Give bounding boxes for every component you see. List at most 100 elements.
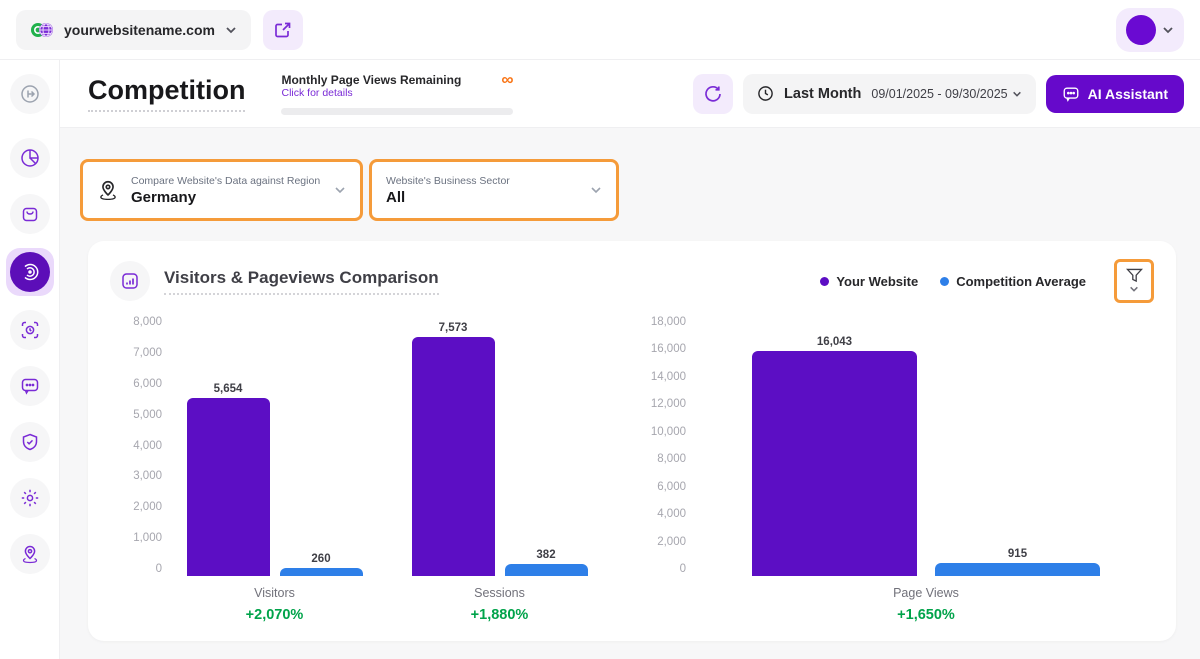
legend-item-your-website[interactable]: Your Website	[820, 274, 918, 289]
sector-filter-dropdown[interactable]: Website's Business Sector All	[369, 159, 619, 221]
clock-icon	[758, 86, 773, 101]
topbar: yourwebsitename.com	[0, 0, 1200, 60]
category-sessions: 7,573 382 Sessions +1,880%	[387, 322, 612, 623]
comparison-card: Visitors & Pageviews Comparison Your Web…	[88, 241, 1176, 641]
axis-tick: 12,000	[650, 398, 686, 411]
external-link-icon	[275, 22, 291, 37]
chat-bubble-icon	[21, 378, 38, 395]
axis-tick: 7,000	[133, 346, 162, 359]
page-header: Competition Monthly Page Views Remaining…	[60, 60, 1200, 128]
refresh-icon	[705, 85, 721, 102]
axis-tick: 14,000	[650, 370, 686, 383]
sidebar-item-feedback[interactable]	[9, 366, 50, 406]
axis-tick: 0	[155, 563, 162, 575]
sector-filter-value: All	[386, 188, 406, 206]
chevron-down-icon	[335, 187, 345, 194]
axis-tick: 5,000	[133, 408, 162, 421]
sidebar-item-competition[interactable]	[5, 248, 54, 296]
change-percentage: +1,880%	[470, 607, 529, 623]
chart-legend: Your Website Competition Average	[820, 274, 1086, 289]
region-filter-dropdown[interactable]: Compare Website's Data against Region Ge…	[80, 159, 363, 221]
ai-assistant-button[interactable]: AI Assistant	[1045, 74, 1184, 113]
quota-title: Monthly Page Views Remaining	[281, 72, 462, 87]
ai-chat-icon	[1063, 86, 1079, 102]
period-label: Last Month	[784, 85, 862, 102]
bar-chart-icon	[110, 261, 150, 301]
shield-check-icon	[22, 433, 37, 451]
page-title: Competition	[88, 75, 246, 112]
region-filter-value: Germany	[131, 188, 197, 206]
sidebar-item-settings[interactable]	[9, 478, 50, 518]
sidebar-item-ecommerce[interactable]	[9, 194, 50, 234]
axis-tick: 10,000	[650, 425, 686, 438]
content-area: Compare Website's Data against Region Ge…	[60, 128, 1200, 659]
category-page-views: 16,043 915 Page Views +1,650%	[726, 324, 1126, 623]
period-range: 09/01/2025 - 09/30/2025	[871, 86, 1008, 101]
avatar	[1126, 14, 1156, 45]
sidebar-item-recordings[interactable]	[9, 310, 50, 350]
competition-radar-icon	[23, 263, 38, 281]
website-favicon-icon	[30, 19, 54, 41]
axis-tick: 8,000	[657, 453, 686, 466]
bar-value: 915	[1007, 548, 1028, 561]
sidebar-item-location[interactable]	[9, 534, 50, 574]
location-pin-icon	[100, 180, 116, 201]
legend-item-competition-average[interactable]: Competition Average	[940, 274, 1086, 289]
axis-tick: 18,000	[650, 316, 686, 328]
axis-tick: 6,000	[657, 480, 686, 493]
change-percentage: +1,650%	[897, 607, 955, 623]
focus-clock-icon	[21, 321, 38, 339]
competition-active-circle	[9, 252, 50, 292]
sidebar	[0, 60, 60, 659]
funnel-icon	[1125, 268, 1143, 283]
refresh-button[interactable]	[693, 73, 734, 114]
axis-tick: 4,000	[133, 439, 162, 452]
account-menu[interactable]	[1116, 7, 1184, 52]
bar-competition-average-page-views[interactable]	[935, 563, 1100, 576]
sidebar-item-privacy[interactable]	[9, 422, 50, 462]
bar-competition-average-sessions[interactable]	[504, 563, 588, 576]
chart-filter-button[interactable]	[1114, 259, 1154, 303]
quota-progress-bar	[281, 107, 514, 115]
bar-your-website-page-views[interactable]	[752, 351, 917, 576]
quota-details-link[interactable]: Click for details	[281, 86, 353, 99]
comparison-bar-chart: 8,000 7,000 6,000 5,000 4,000 3,000 2,000 1,000…	[110, 316, 1154, 623]
bar-value: 5,654	[213, 382, 243, 395]
category-visitors: 5,654 260 Visitors +2,070%	[162, 324, 387, 623]
sidebar-item-overview[interactable]	[9, 138, 50, 178]
website-name: yourwebsitename.com	[64, 21, 215, 38]
date-range-picker[interactable]: Last Month 09/01/2025 - 09/30/2025	[743, 73, 1036, 114]
axis-tick: 2,000	[133, 501, 162, 514]
chevron-down-icon	[1012, 91, 1021, 97]
y-axis: 18,000 16,000 14,000 12,000 10,000 8,000 6,000…	[622, 316, 686, 575]
website-selector[interactable]: yourwebsitename.com	[16, 9, 251, 50]
category-label: Page Views	[893, 586, 959, 600]
region-filter-label: Compare Website's Data against Region	[131, 174, 321, 187]
card-title: Visitors & Pageviews Comparison	[164, 268, 439, 295]
axis-tick: 0	[679, 562, 686, 575]
y-axis: 8,000 7,000 6,000 5,000 4,000 3,000 2,000 1,000…	[110, 316, 162, 575]
expand-arrow-icon	[20, 85, 39, 103]
open-website-button[interactable]	[262, 9, 303, 50]
ai-assistant-label: AI Assistant	[1087, 85, 1168, 102]
sector-filter-label: Website's Business Sector	[386, 174, 510, 187]
sidebar-item-expand[interactable]	[9, 74, 50, 114]
chevron-down-icon	[226, 26, 236, 33]
bar-value: 7,573	[438, 322, 468, 335]
category-label: Sessions	[474, 586, 525, 600]
chevron-down-icon	[591, 187, 601, 194]
axis-tick: 8,000	[133, 316, 162, 328]
bar-your-website-sessions[interactable]	[411, 337, 495, 576]
axis-tick: 6,000	[133, 377, 162, 390]
location-pin-icon	[22, 545, 37, 564]
legend-label: Competition Average	[956, 273, 1086, 289]
chevron-down-icon	[1130, 286, 1138, 292]
gear-icon	[21, 489, 38, 507]
pageviews-quota: Monthly Page Views Remaining Click for d…	[281, 71, 514, 115]
legend-dot	[940, 276, 950, 286]
bar-your-website-visitors[interactable]	[186, 397, 270, 576]
change-percentage: +2,070%	[245, 607, 304, 623]
bar-competition-average-visitors[interactable]	[279, 567, 363, 576]
category-label: Visitors	[254, 586, 295, 600]
